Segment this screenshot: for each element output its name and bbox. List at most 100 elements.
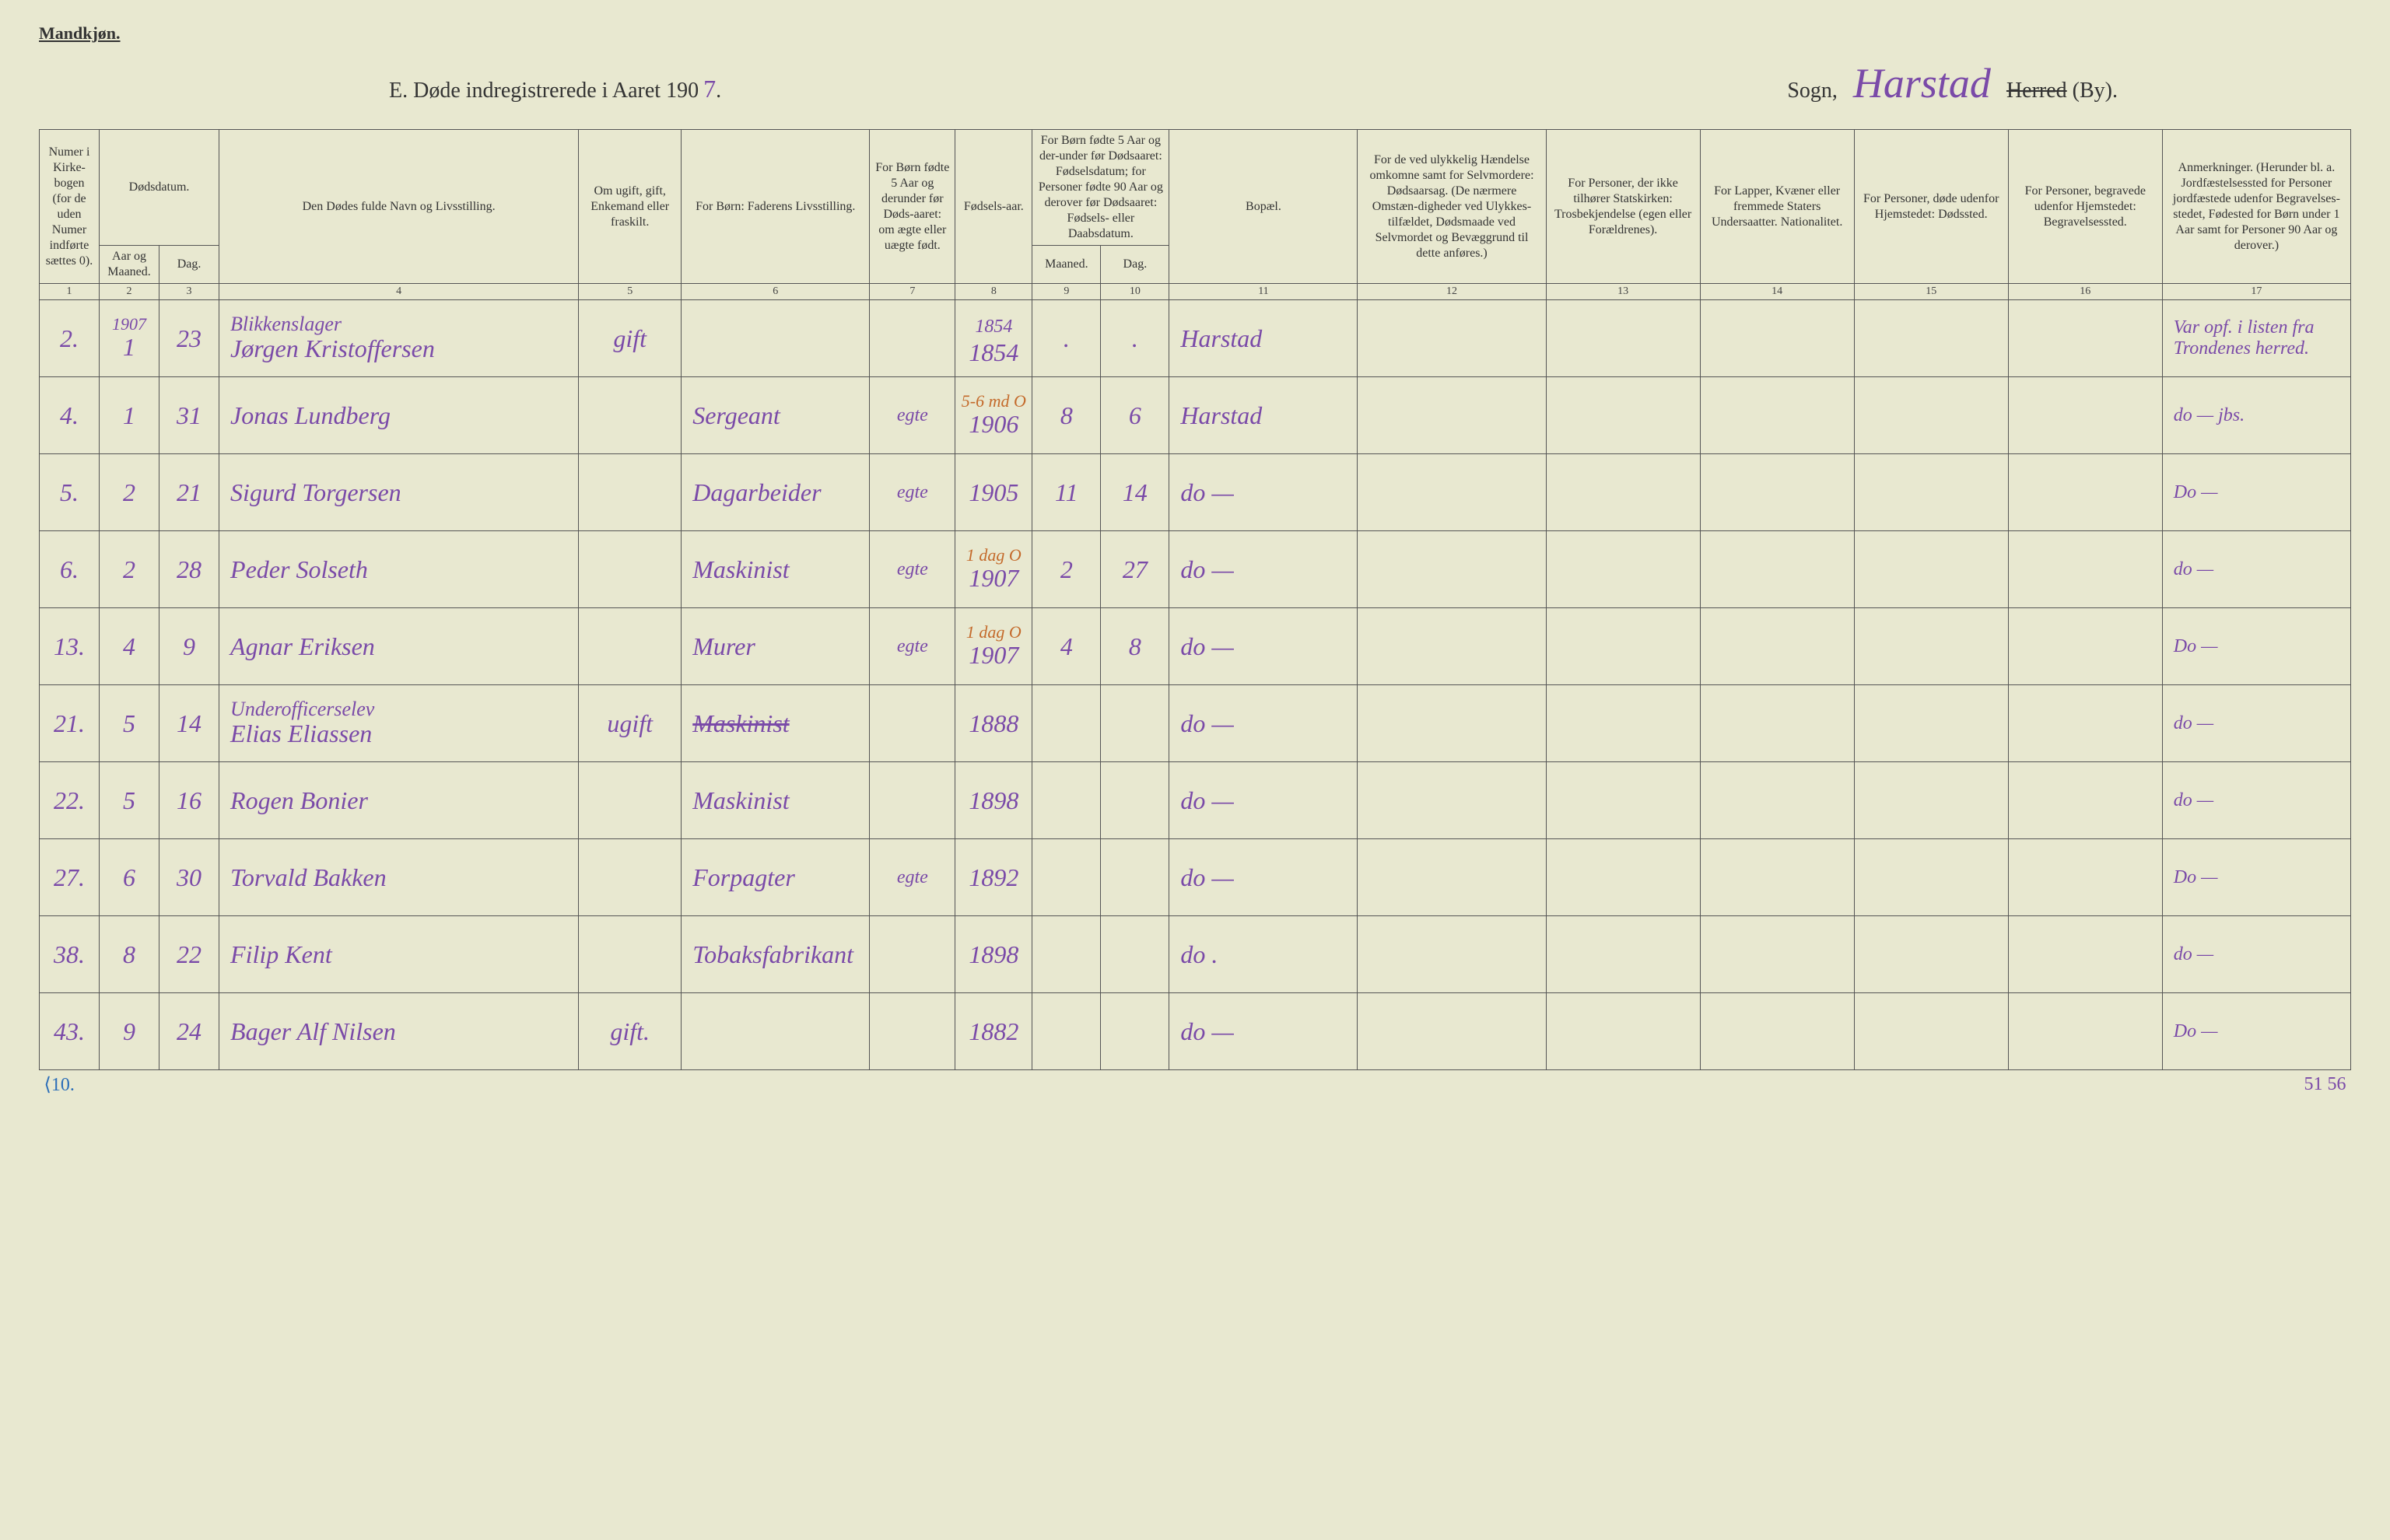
cell-birthyear: 1898 — [955, 916, 1032, 993]
cell-burialplace — [2008, 993, 2162, 1070]
cell-month: 2 — [100, 531, 159, 608]
table-row: 27.630Torvald BakkenForpagteregte1892do … — [40, 839, 2351, 916]
col-num: 6 — [682, 284, 870, 300]
col-subheader: Maaned. — [1032, 246, 1101, 284]
col-num: 11 — [1169, 284, 1358, 300]
cell-birth-day: 6 — [1101, 377, 1169, 454]
cell-day: 14 — [159, 685, 219, 762]
title-period: . — [716, 79, 721, 103]
col-header: For Børn fødte 5 Aar og derunder før Død… — [870, 130, 955, 284]
cell-birth-month: 11 — [1032, 454, 1101, 531]
cell-num: 2. — [40, 300, 100, 377]
cell-birth-day — [1101, 685, 1169, 762]
cell-bopael: do — — [1169, 608, 1358, 685]
cell-bopael: do — — [1169, 531, 1358, 608]
col-header: Om ugift, gift, Enkemand eller fraskilt. — [579, 130, 682, 284]
cell-day: 16 — [159, 762, 219, 839]
cell-bopael: do . — [1169, 916, 1358, 993]
cell-egte: egte — [870, 531, 955, 608]
cell-month: 4 — [100, 608, 159, 685]
cell-day: 31 — [159, 377, 219, 454]
cell-father: Sergeant — [682, 377, 870, 454]
cell-nationality — [1700, 608, 1854, 685]
footer-right-note: 51 56 — [2162, 1070, 2350, 1100]
cell-bopael: do — — [1169, 839, 1358, 916]
cell-day: 23 — [159, 300, 219, 377]
col-header: For Personer, døde udenfor Hjemstedet: D… — [1854, 130, 2008, 284]
cell-num: 5. — [40, 454, 100, 531]
cell-birth-month — [1032, 916, 1101, 993]
cell-egte: egte — [870, 454, 955, 531]
cell-day: 21 — [159, 454, 219, 531]
cell-nationality — [1700, 531, 1854, 608]
cell-name: Sigurd Torgersen — [219, 454, 579, 531]
cell-father: Forpagter — [682, 839, 870, 916]
cell-faith — [1546, 531, 1700, 608]
cell-egte — [870, 685, 955, 762]
cell-nationality — [1700, 377, 1854, 454]
table-row: 22.516Rogen BonierMaskinist1898do —do — — [40, 762, 2351, 839]
cell-burialplace — [2008, 916, 2162, 993]
sogn-label: Sogn, — [1787, 79, 1838, 103]
col-header: For Børn: Faderens Livsstilling. — [682, 130, 870, 284]
cell-deathplace — [1854, 531, 2008, 608]
cell-civil — [579, 762, 682, 839]
cell-father: Dagarbeider — [682, 454, 870, 531]
cell-birthyear: 1905 — [955, 454, 1032, 531]
table-row: 6.228Peder SolsethMaskinistegte1 dag O19… — [40, 531, 2351, 608]
cell-day: 30 — [159, 839, 219, 916]
table-row: 13.49Agnar EriksenMureregte1 dag O190748… — [40, 608, 2351, 685]
by-suffix: (By). — [2073, 79, 2118, 103]
table-body: 2.1907123BlikkenslagerJørgen Kristoffers… — [40, 300, 2351, 1070]
cell-father: Murer — [682, 608, 870, 685]
col-header: Bopæl. — [1169, 130, 1358, 284]
footer-left-note: ⟨10. — [40, 1070, 579, 1100]
cell-deathplace — [1854, 993, 2008, 1070]
cell-civil — [579, 454, 682, 531]
table-row: 43.924Bager Alf Nilsengift.1882do —Do — — [40, 993, 2351, 1070]
table-row: 5.221Sigurd TorgersenDagarbeideregte1905… — [40, 454, 2351, 531]
cell-cause — [1358, 377, 1546, 454]
cell-deathplace — [1854, 300, 2008, 377]
cell-remarks: do — — [2162, 762, 2350, 839]
col-num: 14 — [1700, 284, 1854, 300]
title-prefix: E. Døde indregistrerede i Aaret 190 — [389, 79, 699, 103]
cell-father: Maskinist — [682, 685, 870, 762]
col-num: 12 — [1358, 284, 1546, 300]
cell-birthyear: 1 dag O1907 — [955, 608, 1032, 685]
cell-birthyear: 1854 1854 — [955, 300, 1032, 377]
cell-name: Peder Solseth — [219, 531, 579, 608]
cell-deathplace — [1854, 839, 2008, 916]
col-header: Den Dødes fulde Navn og Livsstilling. — [219, 130, 579, 284]
gender-label: Mandkjøn. — [39, 23, 2351, 44]
cell-day: 28 — [159, 531, 219, 608]
cell-remarks: do — — [2162, 916, 2350, 993]
cell-month: 1 — [100, 377, 159, 454]
cell-birth-month — [1032, 993, 1101, 1070]
cell-name: Torvald Bakken — [219, 839, 579, 916]
cell-civil: gift — [579, 300, 682, 377]
cell-deathplace — [1854, 454, 2008, 531]
cell-nationality — [1700, 454, 1854, 531]
col-header: For Personer, begravede udenfor Hjemsted… — [2008, 130, 2162, 284]
cell-bopael: do — — [1169, 685, 1358, 762]
cell-birth-day — [1101, 839, 1169, 916]
col-subheader: Dag. — [159, 246, 219, 284]
cell-deathplace — [1854, 762, 2008, 839]
table-row: 38.822Filip KentTobaksfabrikant1898do .d… — [40, 916, 2351, 993]
cell-burialplace — [2008, 762, 2162, 839]
cell-name: Rogen Bonier — [219, 762, 579, 839]
col-num: 7 — [870, 284, 955, 300]
herred-by: Herred (By). — [2006, 79, 2118, 103]
cell-num: 21. — [40, 685, 100, 762]
cell-father — [682, 993, 870, 1070]
cell-remarks: Do — — [2162, 993, 2350, 1070]
cell-civil — [579, 916, 682, 993]
cell-cause — [1358, 300, 1546, 377]
col-subheader: Aar og Maaned. — [100, 246, 159, 284]
cell-burialplace — [2008, 454, 2162, 531]
cell-faith — [1546, 839, 1700, 916]
cell-cause — [1358, 839, 1546, 916]
cell-num: 6. — [40, 531, 100, 608]
cell-name: UnderofficerselevElias Eliassen — [219, 685, 579, 762]
